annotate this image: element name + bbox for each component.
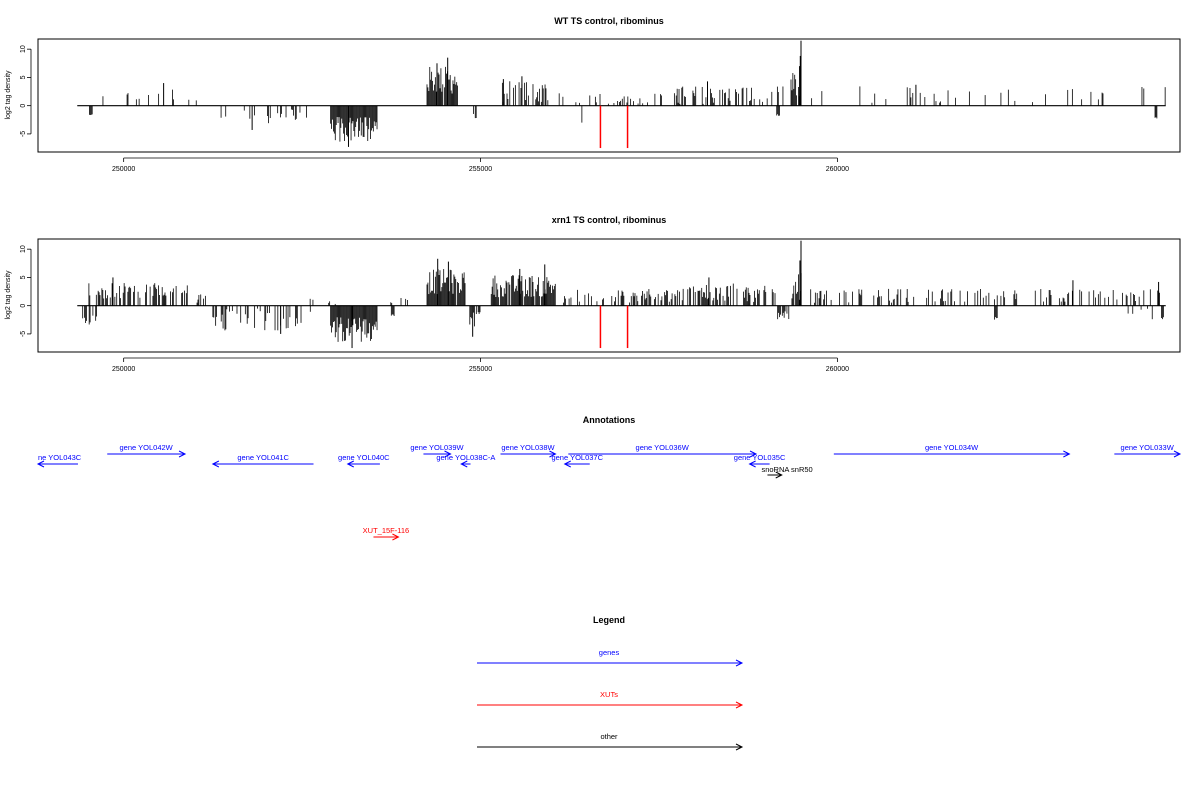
xrn1-axes: -5 0 5 10 250000 255000 260000	[20, 245, 849, 373]
annotation-gene: gene YOL034W	[833, 443, 1071, 458]
annotations-title: Annotations	[583, 415, 636, 425]
x-tick-label: 250000	[112, 166, 135, 173]
y-tick-label: 0	[20, 304, 27, 308]
feature-label: gene YOL035C	[734, 453, 786, 462]
wt-y-axis-label: log2 tag density	[5, 70, 12, 120]
feature-arrowhead	[211, 460, 220, 468]
feature-label: ne YOL043C	[38, 453, 82, 462]
annotation-gene: gene YOL042W	[107, 443, 187, 458]
feature-arrowhead	[748, 460, 756, 468]
y-tick-label: 10	[20, 45, 27, 53]
legend-title: Legend	[593, 615, 625, 625]
y-tick-label: 5	[20, 275, 27, 279]
legend-arrowhead	[735, 659, 744, 667]
feature-label: snoRNA snR50	[761, 465, 812, 474]
xrn1-y-axis-label: log2 tag density	[5, 270, 12, 320]
x-tick-label: 255000	[469, 166, 492, 173]
feature-label: gene YOL038W	[501, 443, 555, 452]
annotation-features: ne YOL043C gene YOL042W gene YOL041C gene Y…	[36, 443, 1182, 541]
feature-label: gene YOL033W	[1121, 443, 1175, 452]
feature-arrowhead	[346, 460, 354, 468]
annotations-panel: Annotations ne YOL043C gene YOL042W gene Y…	[36, 415, 1182, 541]
wt-plot-frame	[37, 38, 1181, 153]
annotation-gene: gene YOL033W	[1114, 443, 1182, 458]
annotation-other: snoRNA snR50	[761, 465, 813, 479]
y-tick-label: -5	[20, 131, 27, 137]
annotation-gene: gene YOL038W	[500, 443, 557, 458]
legend-item: genes	[477, 648, 744, 667]
feature-label: gene YOL036W	[636, 443, 690, 452]
feature-arrowhead	[1173, 450, 1182, 458]
y-tick-label: -5	[20, 331, 27, 337]
feature-arrowhead	[775, 471, 783, 479]
xrn1-track-panel: xrn1 TS control, ribominus log2 tag dens…	[5, 215, 1181, 373]
feature-arrowhead	[392, 533, 400, 541]
feature-arrowhead	[563, 460, 571, 468]
y-tick-label: 10	[20, 245, 27, 253]
xrn1-panel-title: xrn1 TS control, ribominus	[552, 215, 667, 225]
annotation-gene: gene YOL035C	[734, 453, 786, 468]
legend-items: genes XUTs other	[477, 648, 744, 751]
legend: Legend genes XUTs other	[477, 615, 744, 751]
legend-arrowhead	[735, 743, 744, 751]
legend-item: XUTs	[477, 690, 744, 709]
wt-axes: -5 0 5 10 250000 255000 260000	[20, 45, 849, 173]
x-tick-label: 260000	[826, 166, 849, 173]
feature-label: gene YOL040C	[338, 453, 390, 462]
annotation-gene: ne YOL043C	[36, 453, 82, 468]
feature-label: XUT_15F-116	[363, 526, 410, 535]
feature-arrowhead	[36, 460, 45, 468]
feature-label: gene YOL042W	[120, 443, 174, 452]
x-tick-label: 255000	[469, 366, 492, 373]
feature-label: gene YOL037C	[551, 453, 603, 462]
feature-arrowhead	[549, 450, 557, 458]
xrn1-density-bars	[77, 240, 1166, 349]
annotation-gene: gene YOL037C	[551, 453, 604, 468]
legend-label: genes	[599, 648, 620, 657]
annotation-gene: gene YOL036W	[568, 443, 758, 458]
wt-density-bars	[77, 40, 1166, 149]
legend-label: XUTs	[600, 690, 618, 699]
feature-label: gene YOL039W	[410, 443, 464, 452]
wt-panel-title: WT TS control, ribominus	[554, 16, 664, 26]
annotation-gene: gene YOL038C-A	[436, 453, 495, 468]
feature-arrowhead	[460, 460, 468, 468]
feature-label: gene YOL034W	[925, 443, 979, 452]
annotation-gene: gene YOL040C	[338, 453, 390, 468]
y-tick-label: 0	[20, 104, 27, 108]
annotation-gene: gene YOL039W	[410, 443, 465, 458]
y-tick-label: 5	[20, 75, 27, 79]
feature-arrowhead	[1063, 450, 1071, 458]
annotation-xut: XUT_15F-116	[363, 526, 410, 541]
annotation-gene: gene YOL041C	[211, 453, 314, 468]
x-tick-label: 250000	[112, 366, 135, 373]
feature-label: gene YOL041C	[237, 453, 289, 462]
legend-label: other	[600, 732, 618, 741]
feature-arrowhead	[749, 450, 758, 458]
feature-arrowhead	[178, 450, 187, 458]
x-tick-label: 260000	[826, 366, 849, 373]
feature-arrowhead	[444, 450, 452, 458]
legend-item: other	[477, 732, 744, 751]
feature-label: gene YOL038C-A	[436, 453, 495, 462]
wt-track-panel: WT TS control, ribominus log2 tag densit…	[5, 16, 1181, 173]
xrn1-plot-frame	[37, 238, 1181, 353]
legend-arrowhead	[735, 701, 744, 709]
